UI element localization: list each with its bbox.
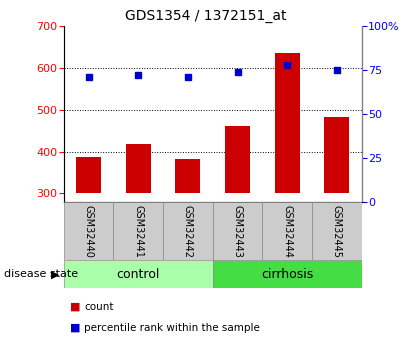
Bar [213,260,362,288]
Bar [126,144,150,194]
Text: GSM32441: GSM32441 [133,205,143,258]
Bar [64,260,213,288]
Bar [64,202,113,260]
Text: count: count [84,302,114,312]
Text: ■: ■ [70,302,81,312]
Text: control: control [116,268,160,281]
Bar [262,202,312,260]
Text: ▶: ▶ [51,269,60,279]
Bar [113,202,163,260]
Bar [175,159,200,194]
Text: GSM32440: GSM32440 [83,205,94,258]
Bar [213,202,262,260]
Text: ■: ■ [70,323,81,333]
Bar [76,157,101,194]
Text: GSM32442: GSM32442 [183,205,193,258]
Text: GDS1354 / 1372151_at: GDS1354 / 1372151_at [125,9,286,23]
Text: GSM32443: GSM32443 [233,205,242,258]
Bar [163,202,213,260]
Bar [324,117,349,194]
Bar [225,126,250,194]
Text: GSM32445: GSM32445 [332,205,342,258]
Text: disease state: disease state [4,269,78,279]
Bar [275,53,300,194]
Text: percentile rank within the sample: percentile rank within the sample [84,323,260,333]
Text: cirrhosis: cirrhosis [261,268,313,281]
Text: GSM32444: GSM32444 [282,205,292,258]
Bar [312,202,362,260]
